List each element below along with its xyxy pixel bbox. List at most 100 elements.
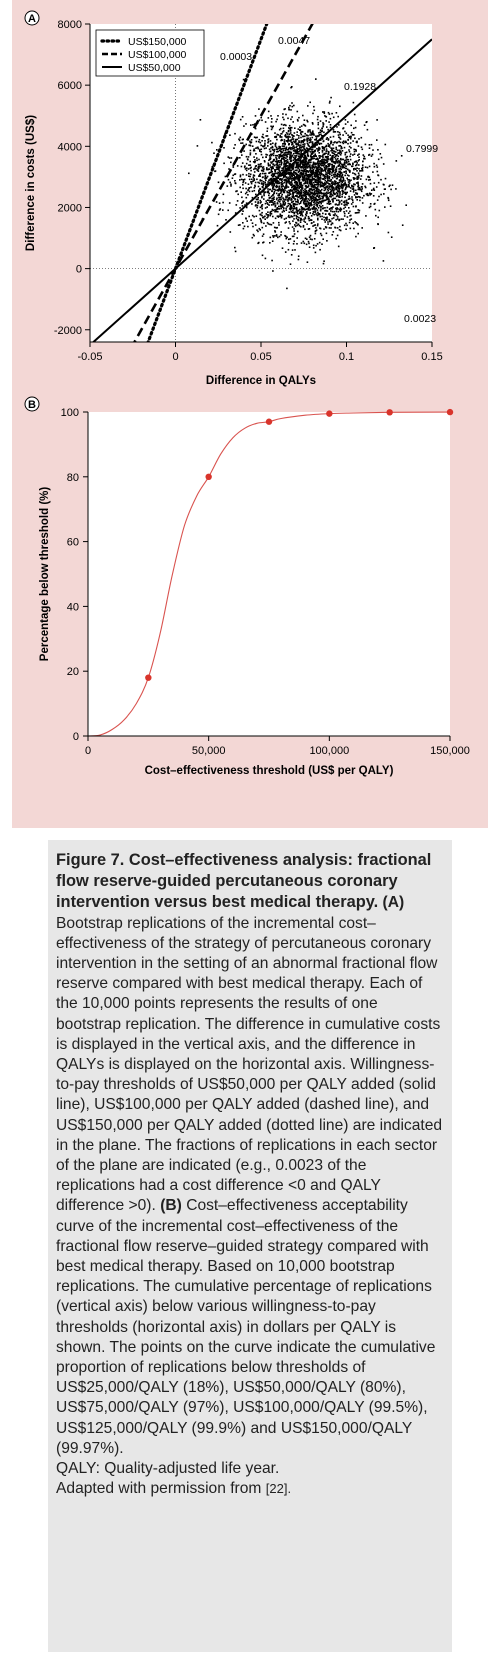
- scatter-point: [315, 229, 318, 231]
- scatter-point: [302, 170, 304, 173]
- scatter-point: [291, 201, 293, 203]
- scatter-point: [328, 163, 330, 166]
- scatter-point: [290, 181, 292, 184]
- scatter-point: [335, 142, 338, 144]
- scatter-point: [280, 191, 283, 193]
- scatter-point: [307, 165, 310, 168]
- scatter-point: [295, 211, 297, 213]
- scatter-point: [297, 184, 299, 187]
- scatter-point: [373, 203, 375, 205]
- scatter-point: [283, 159, 286, 161]
- scatter-point: [307, 201, 310, 204]
- scatter-point: [370, 143, 373, 146]
- scatter-point: [313, 200, 316, 202]
- scatter-point: [369, 192, 371, 195]
- scatter-point: [268, 201, 271, 204]
- scatter-point: [237, 224, 240, 226]
- scatter-point: [268, 182, 271, 184]
- scatter-point: [285, 140, 288, 142]
- scatter-point: [356, 196, 358, 199]
- scatter-point: [292, 138, 295, 140]
- scatter-point: [305, 186, 308, 188]
- scatter-point: [321, 173, 323, 175]
- scatter-point: [348, 136, 350, 139]
- scatter-point: [401, 224, 404, 226]
- scatter-point: [314, 173, 316, 176]
- scatter-point: [229, 181, 231, 184]
- scatter-point: [260, 163, 262, 165]
- scatter-point: [350, 131, 353, 134]
- scatter-point: [240, 191, 242, 193]
- scatter-point: [275, 160, 277, 163]
- scatter-point: [306, 167, 309, 169]
- scatter-point: [323, 194, 326, 196]
- scatter-point: [327, 221, 329, 223]
- scatter-point: [366, 166, 369, 169]
- scatter-point: [294, 187, 297, 190]
- scatter-point: [278, 145, 280, 148]
- scatter-point: [307, 240, 310, 243]
- threshold-line-solid: [91, 38, 432, 342]
- scatter-point: [343, 204, 346, 206]
- scatter-point: [305, 156, 307, 158]
- scatter-point: [249, 175, 251, 178]
- scatter-point: [319, 164, 322, 166]
- scatter-point: [317, 213, 320, 216]
- y-tick-label-b: 100: [61, 407, 79, 419]
- scatter-point: [235, 204, 238, 206]
- scatter-point: [345, 186, 347, 189]
- scatter-point: [292, 194, 294, 197]
- scatter-point: [284, 202, 287, 204]
- scatter-point: [324, 194, 327, 197]
- scatter-point: [342, 186, 344, 189]
- scatter-point: [351, 198, 353, 200]
- scatter-point: [367, 194, 370, 197]
- scatter-point: [295, 146, 298, 149]
- scatter-point: [337, 175, 339, 178]
- scatter-point: [354, 167, 356, 170]
- scatter-point: [314, 251, 317, 254]
- scatter-point: [188, 172, 190, 175]
- scatter-point: [332, 173, 335, 176]
- scatter-point: [317, 182, 319, 185]
- scatter-point: [306, 205, 308, 207]
- scatter-point: [361, 186, 363, 188]
- scatter-point: [310, 186, 313, 188]
- scatter-point: [239, 136, 242, 139]
- scatter-point: [304, 194, 307, 197]
- scatter-point: [288, 106, 290, 109]
- scatter-point: [358, 168, 360, 170]
- scatter-point: [284, 135, 286, 137]
- scatter-point: [306, 186, 309, 188]
- scatter-point: [281, 214, 283, 217]
- scatter-point: [272, 182, 275, 184]
- scatter-point: [376, 170, 379, 173]
- scatter-point: [285, 113, 287, 116]
- scatter-point: [281, 155, 284, 157]
- scatter-point: [364, 185, 366, 188]
- scatter-point: [293, 132, 296, 134]
- scatter-point: [347, 163, 349, 166]
- scatter-point: [257, 202, 259, 205]
- scatter-point: [372, 195, 375, 197]
- scatter-point: [232, 164, 234, 167]
- scatter-point: [258, 182, 261, 184]
- scatter-point: [313, 193, 315, 195]
- curve-point: [265, 418, 273, 425]
- scatter-point: [282, 124, 285, 126]
- scatter-point: [253, 123, 256, 125]
- scatter-point: [306, 153, 309, 156]
- scatter-point: [282, 127, 285, 130]
- scatter-point: [331, 172, 333, 174]
- scatter-point: [308, 165, 311, 167]
- scatter-point: [329, 200, 331, 203]
- scatter-point: [285, 237, 288, 240]
- scatter-point: [352, 154, 354, 156]
- scatter-point: [259, 179, 262, 181]
- scatter-point: [318, 135, 320, 137]
- figure-panel: A -0.05 0 0.05 0.1 0.15 -2000 0 2000 4000 6000 8000…: [12, 0, 488, 828]
- scatter-point: [301, 131, 304, 133]
- scatter-point: [383, 188, 386, 190]
- scatter-point: [333, 214, 336, 217]
- scatter-point: [254, 160, 256, 163]
